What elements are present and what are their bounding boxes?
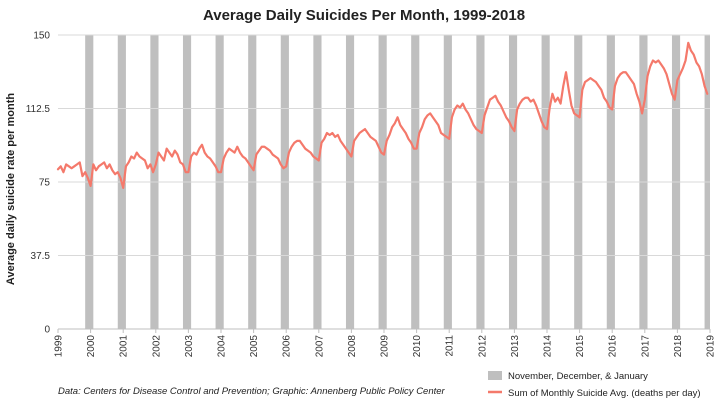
y-tick-label-0: 0 — [44, 325, 50, 336]
x-tick-label-9: 2008 — [347, 335, 358, 358]
source-note: Data: Centers for Disease Control and Pr… — [58, 386, 446, 397]
y-tick-label-3: 112.5 — [26, 104, 51, 115]
x-tick-label-1: 2000 — [86, 335, 97, 358]
x-tick-label-12: 2011 — [445, 335, 456, 357]
x-tick-label-18: 2017 — [640, 335, 651, 358]
y-tick-label-4: 150 — [33, 31, 50, 42]
x-tick-label-19: 2018 — [673, 335, 684, 358]
x-tick-label-8: 2007 — [314, 335, 325, 358]
x-tick-label-17: 2016 — [608, 335, 619, 358]
series-line-0 — [56, 41, 709, 189]
x-tick-label-5: 2004 — [217, 335, 228, 358]
x-tick-label-6: 2005 — [249, 335, 260, 358]
gridlines — [58, 34, 710, 330]
x-tick-label-4: 2003 — [184, 335, 195, 358]
x-tick-label-7: 2006 — [282, 335, 293, 358]
y-tick-label-2: 75 — [39, 178, 51, 189]
legend-label-line: Sum of Monthly Suicide Avg. (deaths per … — [508, 388, 701, 399]
legend: November, December, & January Sum of Mon… — [488, 371, 701, 399]
x-tick-label-0: 1999 — [54, 335, 65, 358]
axes: 0 37.5 75 112.5 150 1999 2000 2001 2002 2003 2004 2… — [26, 31, 717, 358]
x-tick-label-14: 2013 — [510, 335, 521, 358]
x-tick-label-3: 2002 — [151, 335, 162, 358]
x-tick-label-16: 2015 — [575, 335, 586, 358]
chart-title: Average Daily Suicides Per Month, 1999-2… — [203, 7, 525, 24]
series-layer — [56, 41, 709, 189]
x-tick-label-11: 2010 — [412, 335, 423, 358]
legend-swatch-shaded — [488, 371, 502, 380]
x-tick-label-20: 2019 — [706, 335, 717, 358]
x-tick-label-10: 2009 — [380, 335, 391, 358]
x-tick-label-15: 2014 — [543, 335, 554, 358]
y-tick-label-1: 37.5 — [31, 251, 51, 262]
y-axis-label: Average daily suicide rate per month — [5, 93, 17, 285]
legend-label-shaded: November, December, & January — [508, 371, 648, 382]
x-tick-label-2: 2001 — [119, 335, 130, 358]
x-tick-label-13: 2012 — [477, 335, 488, 358]
